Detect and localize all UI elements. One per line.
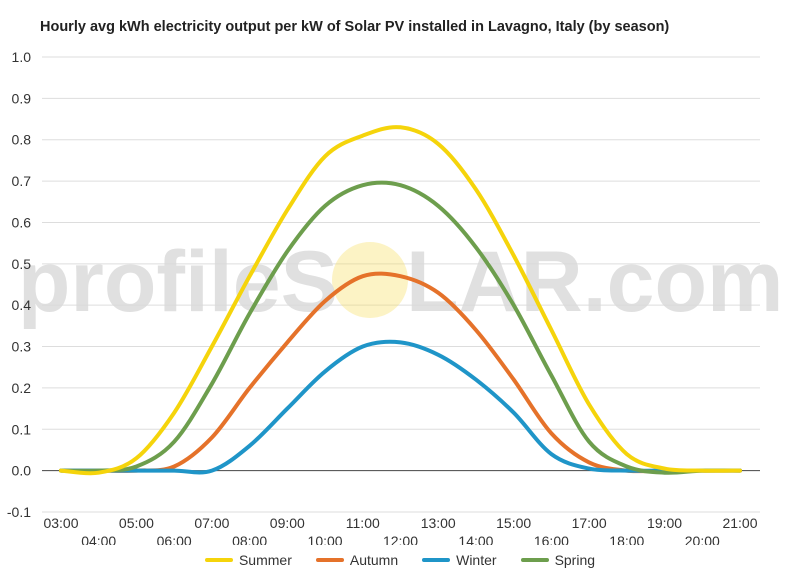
y-tick-label: -0.1 xyxy=(7,504,31,520)
legend: Summer Autumn Winter Spring xyxy=(0,549,800,568)
y-tick-label: 0.1 xyxy=(12,421,32,437)
y-tick-label: 0.7 xyxy=(12,173,32,189)
watermark-text-left: profileS xyxy=(18,234,338,330)
x-tick-label: 18:00 xyxy=(609,533,644,545)
legend-label: Winter xyxy=(456,552,497,568)
y-tick-label: 0.8 xyxy=(12,132,32,148)
x-tick-label: 08:00 xyxy=(232,533,267,545)
y-tick-label: 0.5 xyxy=(12,256,32,272)
legend-item-winter: Winter xyxy=(422,552,497,568)
x-axis-ticks: 03:0004:0005:0006:0007:0008:0009:0010:00… xyxy=(43,515,757,545)
x-tick-label: 16:00 xyxy=(534,533,569,545)
watermark-text-right: LAR.com xyxy=(406,234,783,330)
legend-item-autumn: Autumn xyxy=(315,552,399,568)
x-tick-label: 14:00 xyxy=(458,533,493,545)
chart-title: Hourly avg kWh electricity output per kW… xyxy=(40,19,670,35)
y-tick-label: 0.4 xyxy=(12,297,32,313)
x-tick-label: 17:00 xyxy=(572,515,607,531)
x-tick-label: 04:00 xyxy=(81,533,116,545)
x-tick-label: 03:00 xyxy=(43,515,78,531)
x-tick-label: 11:00 xyxy=(346,515,380,531)
x-tick-label: 10:00 xyxy=(308,533,343,545)
x-tick-label: 09:00 xyxy=(270,515,305,531)
legend-item-spring: Spring xyxy=(520,552,596,568)
y-tick-label: 1.0 xyxy=(12,49,32,65)
line-chart: profileS LAR.com -0.1 0.0 0.1 0.2 0.3 0.4 0.5 0… xyxy=(7,49,784,545)
x-tick-label: 12:00 xyxy=(383,533,418,545)
x-tick-label: 15:00 xyxy=(496,515,531,531)
y-tick-label: 0.6 xyxy=(12,214,32,230)
x-tick-label: 05:00 xyxy=(119,515,154,531)
legend-item-summer: Summer xyxy=(204,552,292,568)
gridlines xyxy=(42,56,760,513)
x-tick-label: 20:00 xyxy=(685,533,720,545)
legend-label: Spring xyxy=(554,552,596,568)
watermark-sun-icon xyxy=(332,242,408,318)
x-tick-label: 21:00 xyxy=(722,515,757,531)
legend-swatch xyxy=(422,558,451,562)
y-tick-label: 0.2 xyxy=(12,380,32,396)
legend-swatch xyxy=(204,558,233,562)
y-axis-ticks: -0.1 0.0 0.1 0.2 0.3 0.4 0.5 0.6 0.7 0.8 0.9 1.0 xyxy=(7,49,31,520)
legend-label: Summer xyxy=(238,552,292,568)
watermark: profileS LAR.com xyxy=(18,234,784,330)
x-tick-label: 06:00 xyxy=(157,533,192,545)
y-tick-label: 0.3 xyxy=(12,339,32,355)
x-tick-label: 19:00 xyxy=(647,515,682,531)
legend-label: Autumn xyxy=(349,552,399,568)
x-tick-label: 13:00 xyxy=(421,515,456,531)
series-line-spring xyxy=(59,180,742,475)
y-tick-label: 0.9 xyxy=(12,90,32,106)
series-line-summer xyxy=(59,125,742,476)
legend-swatch xyxy=(520,558,549,562)
legend-swatch xyxy=(315,558,344,562)
series-lines xyxy=(59,125,742,476)
series-line-winter xyxy=(59,339,742,475)
x-tick-label: 07:00 xyxy=(194,515,229,531)
y-tick-label: 0.0 xyxy=(12,463,32,479)
